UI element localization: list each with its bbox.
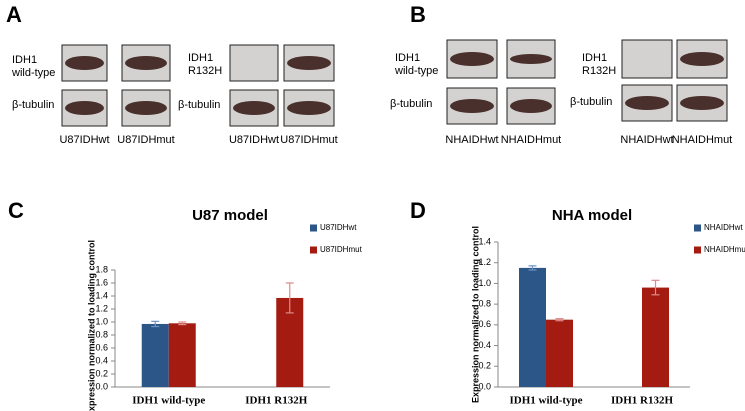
- y-tick-label: 0.0: [478, 381, 491, 391]
- bar: [141, 323, 169, 387]
- blot-band: [510, 54, 552, 64]
- y-tick-label: 1.4: [478, 236, 491, 246]
- blot-band: [65, 56, 104, 70]
- y-tick-label: 1.6: [95, 277, 108, 287]
- y-axis-label: Expression normalized to loading control: [470, 226, 480, 403]
- blot-band: [680, 96, 724, 110]
- y-tick-label: 0.6: [95, 342, 108, 352]
- x-tick-label: IDH1 R132H: [245, 395, 307, 407]
- blot-band: [625, 96, 669, 110]
- target-label: wild-type: [11, 67, 55, 79]
- legend-label: U87IDHmut: [320, 245, 363, 254]
- blot-lane: [229, 44, 279, 82]
- error-bar: [151, 320, 160, 328]
- error-bar: [651, 279, 660, 296]
- legend-swatch: [310, 224, 317, 232]
- y-tick-label: 1.4: [95, 290, 108, 300]
- x-tick-label: IDH1 wild-type: [509, 395, 582, 407]
- y-tick-label: 1.0: [95, 316, 108, 326]
- legend-swatch: [694, 224, 701, 232]
- legend-label: U87IDHwt: [320, 223, 357, 232]
- loading-label: β-tubulin: [570, 96, 612, 108]
- legend-label: NHAIDHwt: [704, 223, 743, 232]
- lane-label: NHAIDHmut: [501, 134, 562, 146]
- target-label: R132H: [188, 65, 222, 77]
- target-label: IDH1: [188, 52, 213, 64]
- y-tick-label: 0.8: [95, 329, 108, 339]
- y-tick-label: 1.2: [95, 303, 108, 313]
- loading-label: β-tubulin: [178, 99, 220, 111]
- y-tick-label: 1.8: [95, 264, 108, 274]
- legend-label: NHAIDHmut: [704, 245, 745, 254]
- target-label: IDH1: [12, 54, 37, 66]
- error-bar: [178, 321, 187, 326]
- error-bar: [528, 265, 537, 271]
- y-tick-label: 0.2: [95, 368, 108, 378]
- blot-band: [680, 52, 724, 66]
- bar: [519, 267, 546, 387]
- bar: [546, 319, 573, 387]
- blot-band: [65, 101, 104, 115]
- x-tick-label: IDH1 R132H: [611, 395, 673, 407]
- blot-lane: [621, 39, 673, 79]
- lane-label: NHAIDHmut: [672, 134, 733, 146]
- panel-label: A: [6, 2, 22, 27]
- y-tick-label: 0.0: [95, 381, 108, 391]
- lane-label: U87IDHwt: [59, 134, 109, 146]
- blot-band: [510, 99, 552, 113]
- blot-band: [125, 56, 167, 70]
- blot-band: [450, 99, 494, 113]
- blot-band: [287, 56, 331, 70]
- blot-band: [233, 101, 275, 115]
- chart-title: NHA model: [552, 207, 632, 224]
- lane-label: NHAIDHwt: [445, 134, 498, 146]
- loading-label: β-tubulin: [12, 99, 54, 111]
- y-tick-label: 1.2: [478, 257, 491, 267]
- blot-band: [450, 52, 494, 66]
- legend-swatch: [694, 246, 701, 254]
- y-axis-label: Expression normalized to loading control: [86, 240, 96, 411]
- blot-band: [125, 101, 167, 115]
- target-label: IDH1: [395, 52, 420, 64]
- panel-label: B: [410, 2, 426, 27]
- bar: [642, 287, 669, 387]
- bar: [168, 323, 196, 387]
- target-label: R132H: [582, 65, 616, 77]
- panel-label: C: [8, 198, 24, 223]
- blot-band: [287, 101, 331, 115]
- loading-label: β-tubulin: [390, 98, 432, 110]
- lane-label: U87IDHmut: [117, 134, 174, 146]
- lane-label: U87IDHwt: [229, 134, 279, 146]
- panel-label: D: [410, 198, 426, 223]
- error-bar: [285, 282, 294, 314]
- lane-label: U87IDHmut: [280, 134, 337, 146]
- chart-title: U87 model: [192, 207, 268, 224]
- x-tick-label: IDH1 wild-type: [132, 395, 205, 407]
- error-bar: [555, 318, 564, 322]
- legend-swatch: [310, 246, 317, 254]
- y-tick-label: 0.4: [95, 355, 108, 365]
- y-tick-label: 0.8: [478, 299, 491, 309]
- lane-label: NHAIDHwt: [620, 134, 673, 146]
- y-tick-label: 0.2: [478, 361, 491, 371]
- target-label: wild-type: [394, 65, 438, 77]
- y-tick-label: 1.0: [478, 278, 491, 288]
- y-tick-label: 0.6: [478, 319, 491, 329]
- y-tick-label: 0.4: [478, 340, 491, 350]
- target-label: IDH1: [582, 52, 607, 64]
